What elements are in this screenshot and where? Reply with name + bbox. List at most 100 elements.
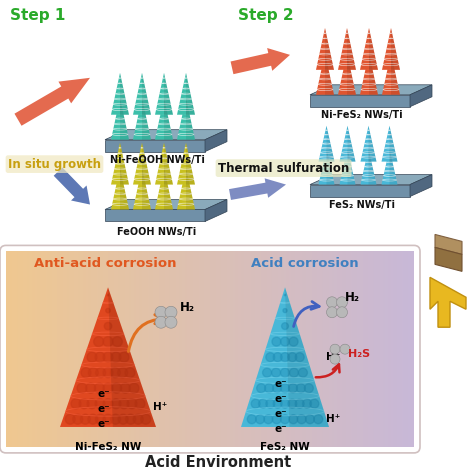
Circle shape — [65, 414, 75, 424]
Circle shape — [87, 352, 97, 362]
Polygon shape — [155, 73, 173, 115]
Polygon shape — [142, 143, 151, 184]
Circle shape — [281, 353, 290, 362]
Polygon shape — [391, 53, 400, 95]
Circle shape — [304, 383, 313, 392]
Text: e⁻: e⁻ — [98, 389, 110, 399]
Circle shape — [297, 415, 306, 424]
Polygon shape — [142, 98, 151, 140]
Text: Step 2: Step 2 — [238, 8, 293, 23]
Polygon shape — [142, 73, 151, 115]
Circle shape — [119, 352, 129, 362]
Circle shape — [112, 383, 122, 393]
Polygon shape — [310, 95, 410, 107]
Circle shape — [120, 383, 130, 393]
Polygon shape — [430, 277, 466, 327]
Polygon shape — [327, 149, 335, 184]
Circle shape — [88, 414, 98, 424]
Circle shape — [288, 353, 297, 362]
Text: FeS₂ NWs/Ti: FeS₂ NWs/Ti — [329, 200, 395, 210]
Polygon shape — [382, 149, 398, 184]
Polygon shape — [382, 126, 398, 162]
Circle shape — [258, 399, 267, 408]
Circle shape — [165, 306, 177, 318]
Circle shape — [79, 399, 89, 409]
Polygon shape — [435, 247, 462, 271]
Polygon shape — [15, 78, 90, 126]
Circle shape — [77, 383, 87, 393]
Circle shape — [290, 368, 299, 377]
Circle shape — [112, 337, 122, 346]
Text: e⁻: e⁻ — [275, 409, 287, 419]
Circle shape — [281, 415, 290, 424]
Text: e⁻: e⁻ — [275, 394, 287, 404]
Polygon shape — [347, 53, 356, 95]
Polygon shape — [205, 130, 227, 152]
Circle shape — [282, 323, 288, 329]
Polygon shape — [120, 98, 129, 140]
Circle shape — [103, 352, 113, 362]
Text: Anti-acid corrosion: Anti-acid corrosion — [34, 257, 176, 270]
Circle shape — [264, 415, 273, 424]
Circle shape — [289, 383, 298, 392]
Polygon shape — [111, 98, 129, 140]
Circle shape — [283, 309, 287, 313]
Circle shape — [337, 297, 347, 308]
Circle shape — [255, 415, 264, 424]
Polygon shape — [177, 168, 195, 210]
Text: FeOOH NWs/Ti: FeOOH NWs/Ti — [118, 228, 197, 237]
Circle shape — [104, 322, 112, 330]
Polygon shape — [285, 287, 329, 427]
Circle shape — [88, 368, 98, 378]
Polygon shape — [205, 200, 227, 221]
Text: H⁺: H⁺ — [153, 402, 167, 412]
Circle shape — [247, 415, 256, 424]
Circle shape — [155, 306, 167, 318]
Circle shape — [110, 368, 120, 378]
Polygon shape — [177, 143, 195, 184]
Circle shape — [125, 368, 135, 378]
Polygon shape — [369, 28, 378, 70]
Polygon shape — [327, 126, 335, 162]
Circle shape — [155, 316, 167, 328]
Circle shape — [103, 414, 113, 424]
Circle shape — [73, 414, 83, 424]
Polygon shape — [325, 28, 334, 70]
Polygon shape — [360, 53, 378, 95]
Polygon shape — [177, 73, 195, 115]
Polygon shape — [310, 184, 410, 197]
Circle shape — [281, 368, 290, 377]
Polygon shape — [111, 143, 129, 184]
Circle shape — [327, 297, 337, 308]
Polygon shape — [186, 73, 195, 115]
Text: Acid corrosion: Acid corrosion — [251, 257, 359, 270]
Circle shape — [141, 414, 151, 424]
Polygon shape — [241, 287, 329, 427]
Polygon shape — [177, 98, 195, 140]
Circle shape — [80, 414, 91, 424]
Polygon shape — [390, 126, 398, 162]
Circle shape — [299, 368, 308, 377]
Polygon shape — [390, 149, 398, 184]
Text: Ni-FeOOH NWs/Ti: Ni-FeOOH NWs/Ti — [109, 155, 204, 164]
Polygon shape — [105, 200, 227, 210]
Circle shape — [337, 307, 347, 318]
Circle shape — [272, 415, 281, 424]
Polygon shape — [108, 287, 156, 427]
Circle shape — [86, 383, 96, 393]
Text: Ni-FeS₂ NWs/Ti: Ni-FeS₂ NWs/Ti — [321, 110, 403, 120]
Polygon shape — [316, 28, 334, 70]
Circle shape — [305, 415, 314, 424]
Polygon shape — [325, 53, 334, 95]
Circle shape — [118, 414, 128, 424]
Circle shape — [330, 354, 340, 364]
Polygon shape — [310, 85, 432, 95]
Circle shape — [256, 383, 265, 392]
Polygon shape — [111, 168, 129, 210]
Polygon shape — [120, 73, 129, 115]
Polygon shape — [229, 178, 286, 200]
Polygon shape — [339, 126, 356, 162]
Circle shape — [281, 337, 290, 346]
Polygon shape — [155, 168, 173, 210]
Polygon shape — [369, 53, 378, 95]
